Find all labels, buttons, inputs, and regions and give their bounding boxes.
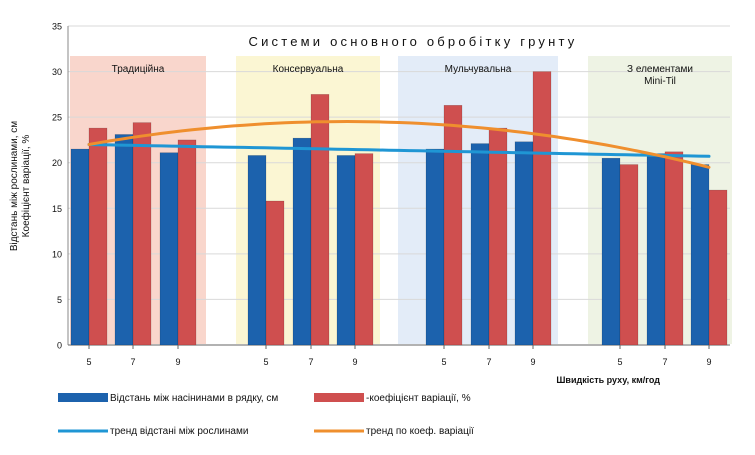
legend-label-distance: Відстань між насінинами в рядку, см xyxy=(110,393,278,404)
y-tick-labels: 0 5 10 15 20 25 30 35 xyxy=(52,22,62,351)
x-tick-label-g1-7: 7 xyxy=(130,357,135,367)
group-label-1: Традиційна xyxy=(112,64,165,75)
x-tick-label-g2-9: 9 xyxy=(352,357,357,367)
legend-item-variation: -коефіцієнт варіації, % xyxy=(314,392,471,404)
x-tick-label-g1-5: 5 xyxy=(86,357,91,367)
group-label-2: Консервуальна xyxy=(273,64,344,75)
y-tick-label-20: 20 xyxy=(52,158,62,168)
bar-distance-g4-9 xyxy=(690,164,710,346)
x-tick-label-g3-7: 7 xyxy=(486,357,491,367)
x-tick-label-g4-7: 7 xyxy=(662,357,667,367)
x-tick-label-g2-7: 7 xyxy=(308,357,313,367)
y-axis-label: Відстань між рослинами, см Коефіцієнт ва… xyxy=(9,121,32,251)
bar-variation-g1-5 xyxy=(88,127,108,346)
bar-distance-g3-5 xyxy=(425,148,445,346)
chart-title: Системи основного обробітку грунту xyxy=(248,34,577,49)
x-axis-label: Швидкість руху, км/год xyxy=(556,375,660,385)
y-axis-label-line-1: Відстань між рослинами, см xyxy=(9,121,20,251)
bar-variation-g1-9 xyxy=(177,139,197,346)
legend-item-trend-variation: тренд по коеф. варіації xyxy=(314,425,474,437)
bar-distance-g4-7 xyxy=(646,153,666,346)
trend-line-variation xyxy=(87,119,711,169)
bar-distance-g2-9 xyxy=(336,155,356,346)
x-tick-label-g3-5: 5 xyxy=(441,357,446,367)
x-tick-label-g4-5: 5 xyxy=(617,357,622,367)
y-tick-label-30: 30 xyxy=(52,67,62,77)
bar-distance-g4-5 xyxy=(601,157,621,346)
bar-distance-g3-9 xyxy=(514,141,534,346)
bar-distance-g1-5 xyxy=(70,148,90,346)
x-tick-labels: 5 7 9 5 7 9 5 7 9 5 7 9 xyxy=(86,345,712,367)
legend-item-trend-distance: тренд відстані між рослинами xyxy=(58,426,248,437)
x-tick-label-g3-9: 9 xyxy=(530,357,535,367)
bar-distance-g2-7 xyxy=(292,137,312,346)
bar-variation-g4-5 xyxy=(619,164,639,346)
y-tick-label-5: 5 xyxy=(57,295,62,305)
y-tick-label-10: 10 xyxy=(52,249,62,259)
bar-variation-g2-7 xyxy=(310,94,330,346)
legend-label-trend-variation: тренд по коеф. варіації xyxy=(366,425,474,437)
legend: Відстань між насінинами в рядку, см -кое… xyxy=(58,392,474,437)
group-label-4-line-2: Mini-Til xyxy=(644,76,676,87)
y-tick-label-35: 35 xyxy=(52,22,62,32)
legend-label-trend-distance: тренд відстані між рослинами xyxy=(110,426,248,437)
bar-variation-g4-9 xyxy=(708,189,728,346)
legend-swatch-variation xyxy=(314,393,364,402)
bars xyxy=(70,71,728,346)
group-label-3: Мульчувальна xyxy=(445,64,512,75)
bar-distance-g3-7 xyxy=(470,143,490,346)
bar-distance-g1-9 xyxy=(159,152,179,346)
y-tick-label-0: 0 xyxy=(57,341,62,351)
legend-swatch-distance xyxy=(58,393,108,402)
bar-variation-g2-9 xyxy=(354,153,374,346)
bar-variation-g3-9 xyxy=(532,71,552,346)
y-tick-label-15: 15 xyxy=(52,204,62,214)
x-tick-label-g1-9: 9 xyxy=(175,357,180,367)
bar-variation-g3-5 xyxy=(443,105,463,346)
bar-variation-g2-5 xyxy=(265,200,285,346)
group-labels: Традиційна Консервуальна Мульчувальна З еле… xyxy=(112,64,693,87)
bar-distance-g1-7 xyxy=(114,134,134,346)
x-tick-label-g2-5: 5 xyxy=(263,357,268,367)
legend-item-distance: Відстань між насінинами в рядку, см xyxy=(58,393,278,404)
trend-lines xyxy=(87,119,711,169)
bar-distance-g2-5 xyxy=(247,155,267,346)
bar-variation-g1-7 xyxy=(132,122,152,346)
legend-label-variation: -коефіцієнт варіації, % xyxy=(366,392,471,404)
y-tick-label-25: 25 xyxy=(52,113,62,123)
x-tick-label-g4-9: 9 xyxy=(706,357,711,367)
bar-variation-g3-7 xyxy=(488,127,508,346)
trend-line-distance xyxy=(87,143,711,158)
y-axis-label-line-2: Коефіцієнт варіації, % xyxy=(20,135,32,238)
group-label-4-line-1: З елементами xyxy=(627,64,693,75)
bar-variation-g4-7 xyxy=(664,151,684,346)
